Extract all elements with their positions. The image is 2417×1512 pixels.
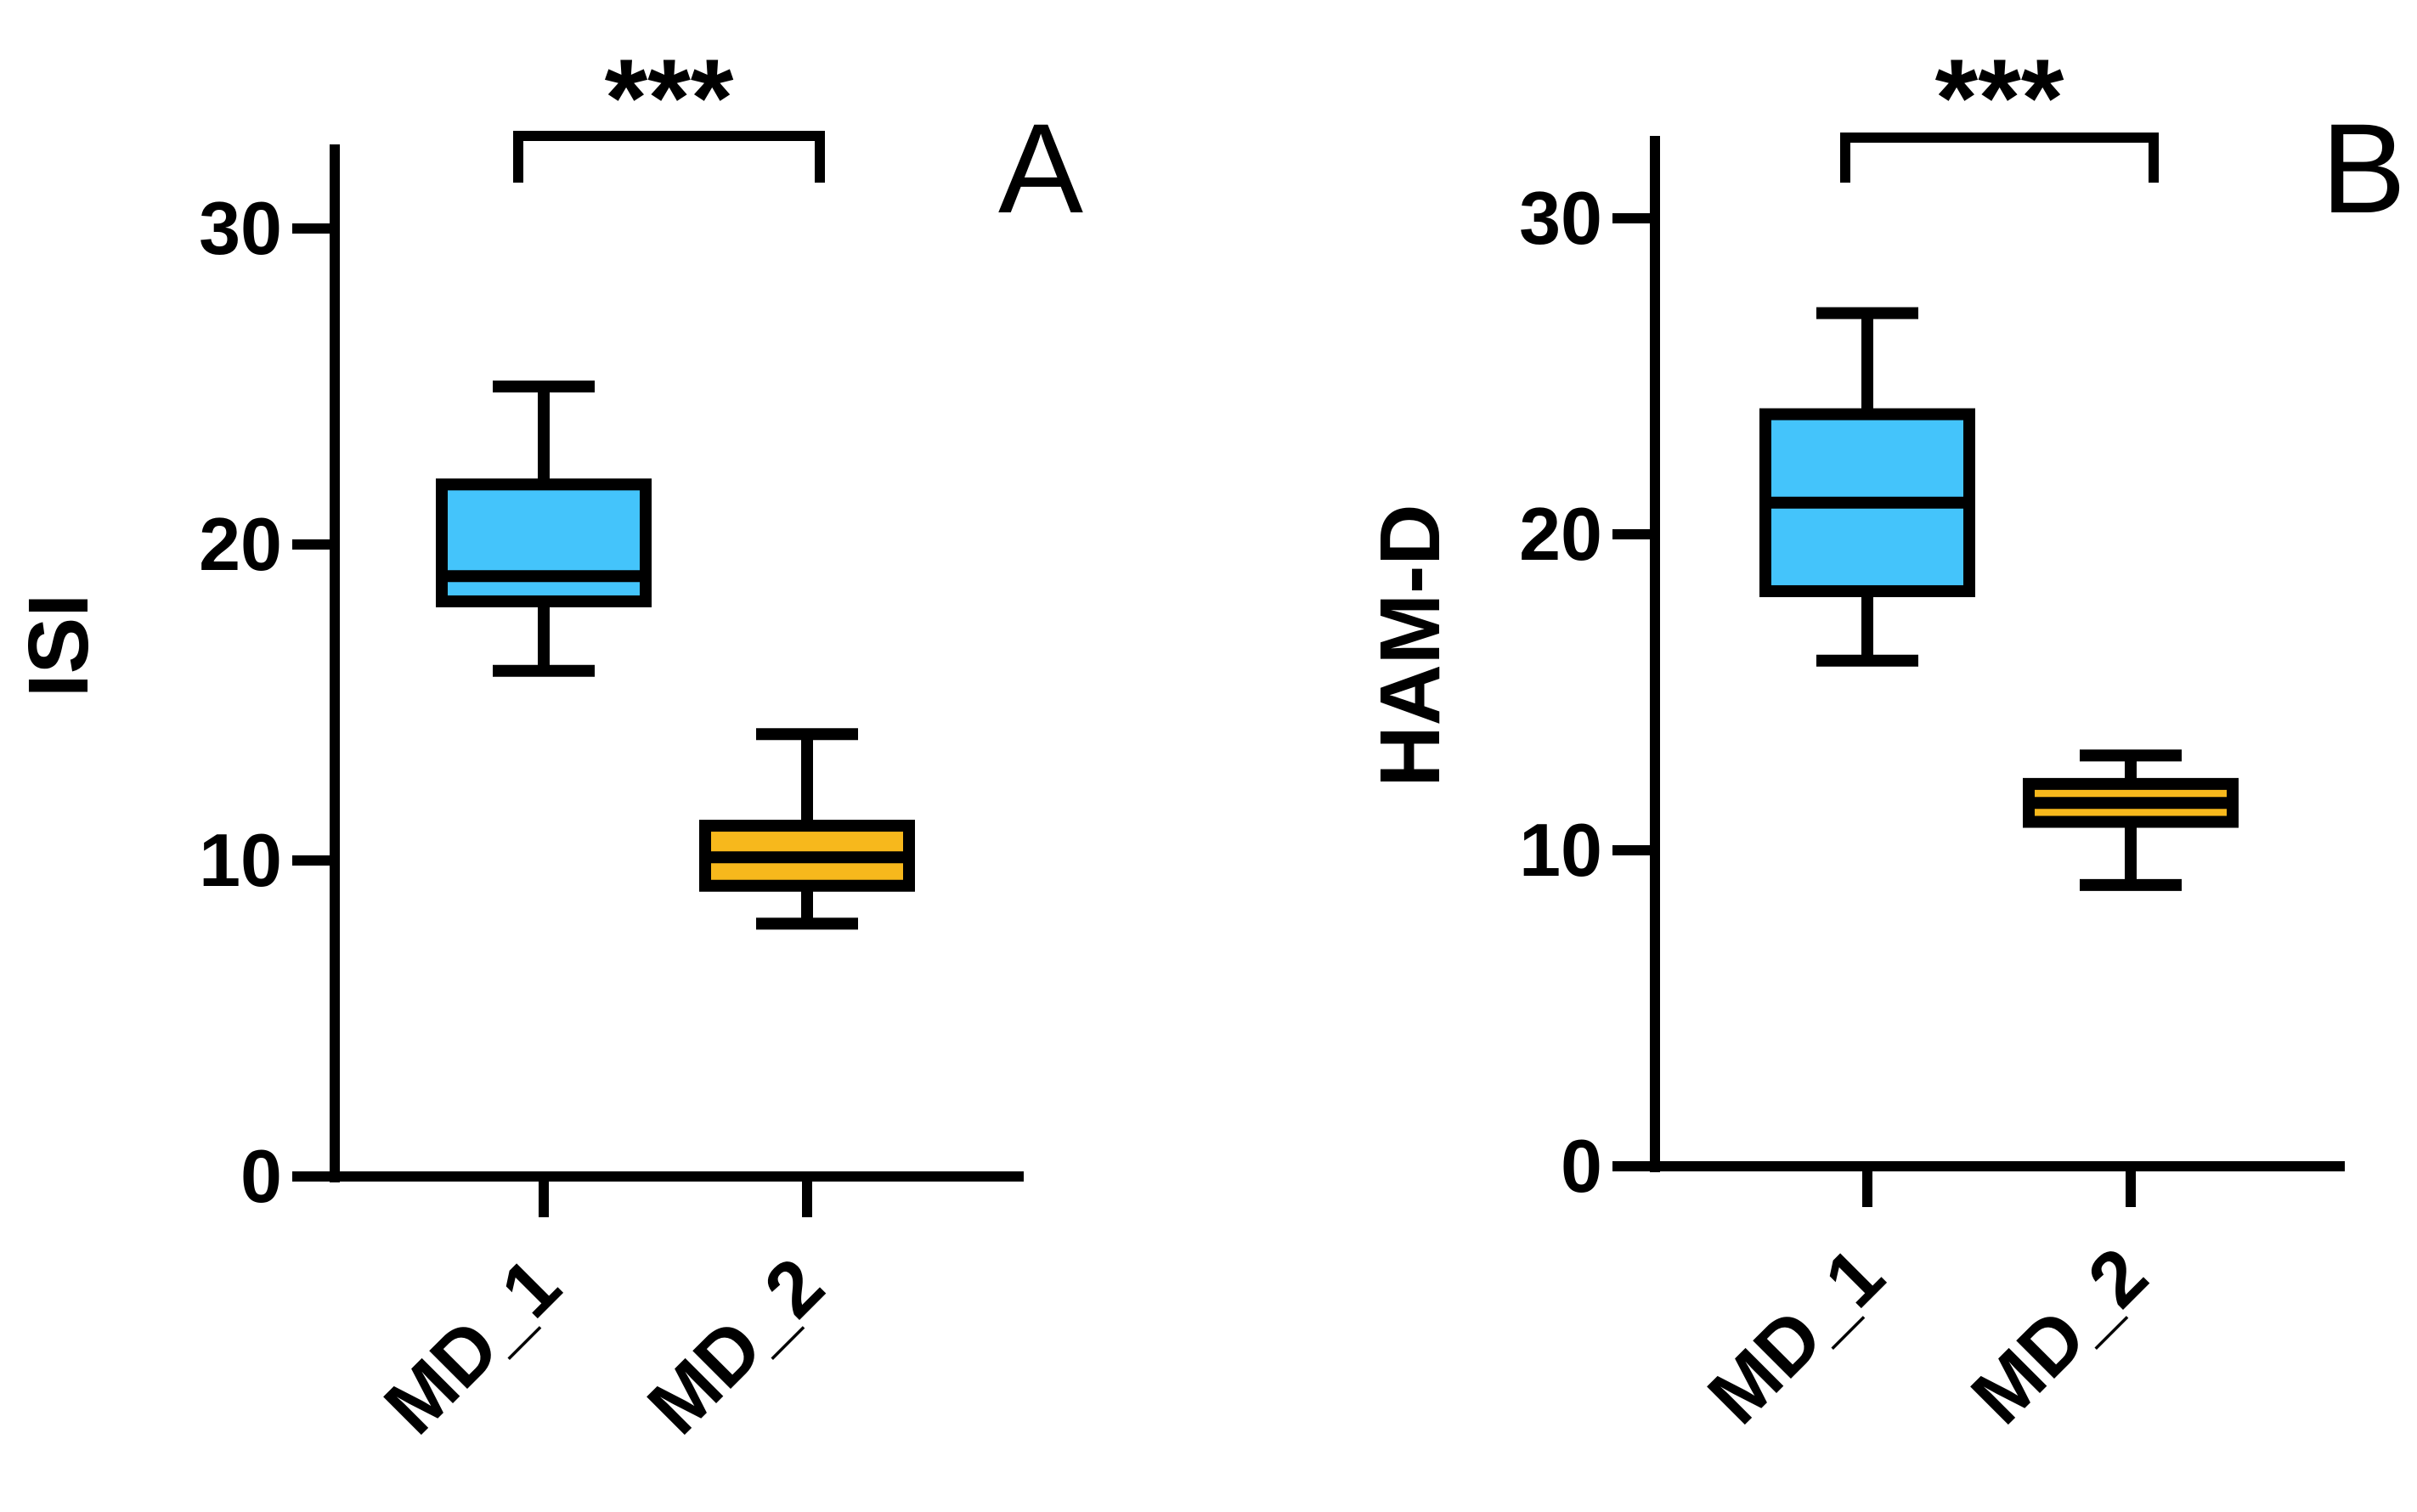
x-tick-label: MD_1 bbox=[368, 1242, 577, 1451]
significance-bracket bbox=[513, 131, 825, 183]
x-tick-label: MD_2 bbox=[1955, 1232, 2164, 1441]
panel-a: 0 10 20 30 MD_1 MD_2 ISI A *** bbox=[11, 36, 1083, 1451]
significance-stars: *** bbox=[1935, 36, 2064, 160]
y-axis-title: HAM-D bbox=[1363, 504, 1458, 787]
y-tick-label: 0 bbox=[1561, 1124, 1602, 1208]
panel-label: A bbox=[998, 97, 1083, 240]
y-tick-label: 30 bbox=[199, 186, 282, 270]
y-tick-label: 30 bbox=[1519, 176, 1602, 260]
y-tick-label: 10 bbox=[199, 818, 282, 902]
y-tick-label: 0 bbox=[240, 1134, 282, 1218]
box-md-1 bbox=[436, 478, 652, 607]
y-tick-label: 20 bbox=[199, 502, 282, 586]
x-tick-label: MD_2 bbox=[631, 1242, 840, 1451]
panel-b: 0 10 20 30 MD_1 MD_2 HAM-D B *** bbox=[1363, 36, 2406, 1441]
y-axis-title: ISI bbox=[11, 594, 106, 697]
x-tick-label: MD_1 bbox=[1691, 1232, 1900, 1441]
y-tick-label: 20 bbox=[1519, 492, 1602, 576]
significance-bracket bbox=[1840, 133, 2159, 183]
panel-label: B bbox=[2321, 97, 2406, 240]
y-tick-label: 10 bbox=[1519, 808, 1602, 892]
significance-stars: *** bbox=[605, 36, 734, 160]
